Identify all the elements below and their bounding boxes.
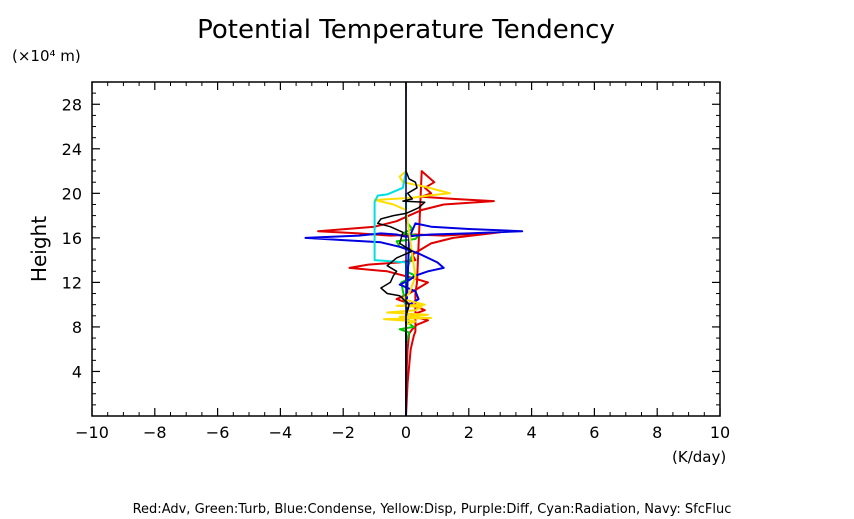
y-tick-label: 8 bbox=[72, 318, 82, 337]
x-tick-label: −6 bbox=[206, 423, 230, 442]
y-tick-label: 16 bbox=[62, 229, 82, 248]
y-tick-label: 28 bbox=[62, 95, 82, 114]
x-tick-label: 0 bbox=[401, 423, 411, 442]
x-tick-label: −10 bbox=[75, 423, 109, 442]
x-tick-label: −8 bbox=[143, 423, 167, 442]
x-tick-label: 10 bbox=[710, 423, 730, 442]
y-unit-label: (×10⁴ m) bbox=[12, 47, 81, 65]
series-line-total bbox=[376, 82, 426, 416]
series-line-radiation bbox=[373, 170, 407, 283]
x-tick-label: −2 bbox=[331, 423, 355, 442]
y-tick-label: 4 bbox=[72, 362, 82, 381]
series-line-adv bbox=[317, 170, 502, 417]
x-tick-label: 8 bbox=[652, 423, 662, 442]
legend-text: Red:Adv, Green:Turb, Blue:Condense, Yell… bbox=[133, 502, 732, 517]
x-tick-label: 2 bbox=[464, 423, 474, 442]
y-tick-label: 12 bbox=[62, 273, 82, 292]
y-tick-label: 20 bbox=[62, 184, 82, 203]
x-tick-label: −4 bbox=[269, 423, 293, 442]
y-axis-label: Height bbox=[27, 216, 51, 282]
y-tick-label: 24 bbox=[62, 140, 82, 159]
series-line-condense bbox=[304, 222, 524, 416]
x-unit-label: (K/day) bbox=[672, 448, 726, 466]
x-tick-label: 4 bbox=[527, 423, 537, 442]
x-tick-label: 6 bbox=[589, 423, 599, 442]
series-layer bbox=[304, 82, 524, 417]
chart-title: Potential Temperature Tendency bbox=[197, 15, 615, 45]
